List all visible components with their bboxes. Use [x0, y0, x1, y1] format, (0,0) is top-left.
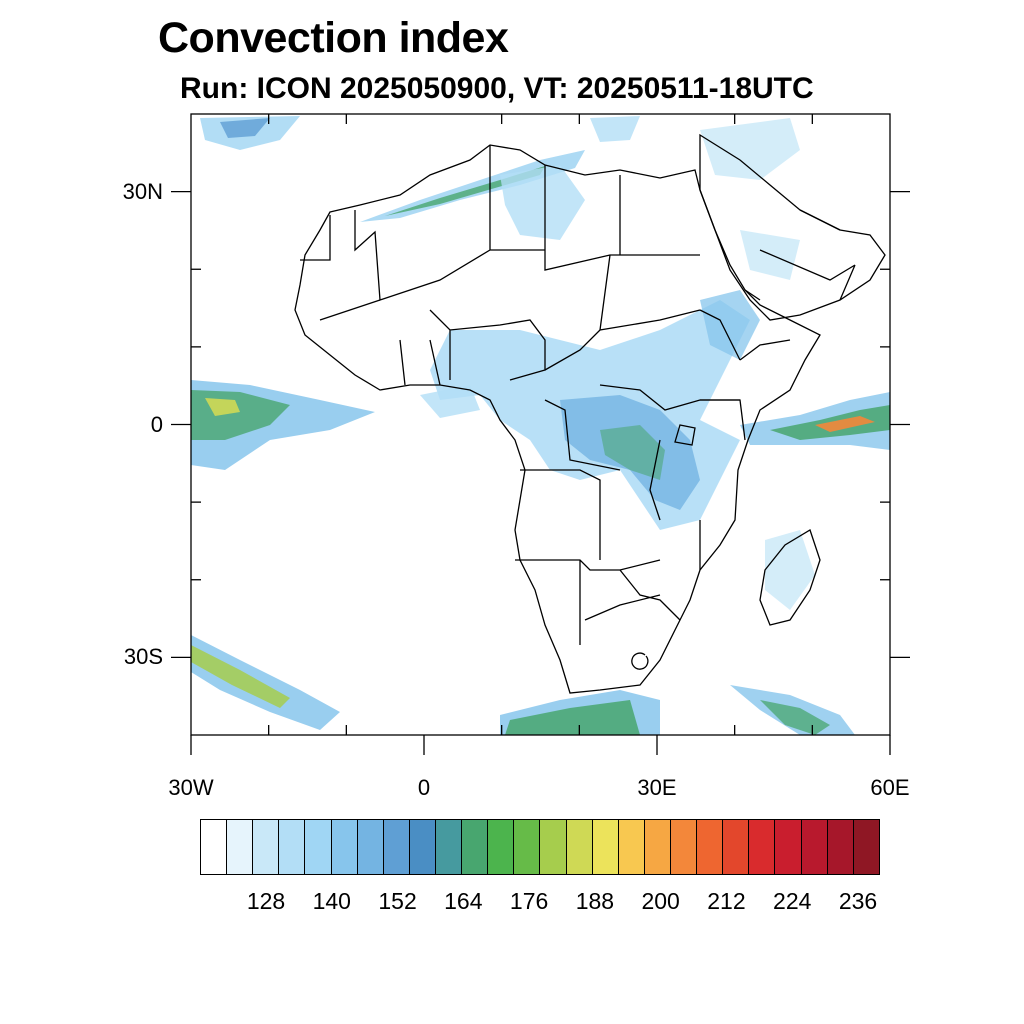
- colorbar-box: [279, 820, 306, 874]
- field-band-sahara: [360, 150, 585, 222]
- colorbar-label: 200: [641, 888, 680, 914]
- colorbar-label: 176: [509, 888, 549, 914]
- colorbar-box: [723, 820, 750, 874]
- lon-label: 30E: [637, 775, 677, 800]
- colorbar-box: [201, 820, 228, 874]
- colorbar-box: [253, 820, 280, 874]
- colorbar-box: [331, 820, 358, 874]
- colorbar-box: [409, 820, 436, 874]
- colorbar-label: 236: [838, 888, 878, 914]
- field-patch-nw-core: [220, 118, 270, 138]
- lake-victoria: [674, 424, 696, 446]
- madagascar-coastline: [759, 529, 821, 626]
- colorbar-box: [357, 820, 384, 874]
- colorbar-box: [749, 820, 776, 874]
- field-patch-arabia: [740, 230, 800, 280]
- colorbar-box: [540, 820, 567, 874]
- field-atlantic-eq-hot: [205, 398, 240, 416]
- colorbar-box: [435, 820, 463, 874]
- colorbar-box: [566, 820, 593, 874]
- colorbar-label: 212: [707, 888, 746, 914]
- colorbar-label: 164: [444, 888, 483, 914]
- field-madagascar: [765, 530, 815, 610]
- colorbar-box: [775, 820, 802, 874]
- arabia-borders: [759, 209, 856, 301]
- field-south-atlantic-core: [191, 645, 290, 708]
- lat-label: 0: [150, 411, 163, 437]
- lat-label: 30S: [123, 644, 163, 670]
- borders-central: [520, 309, 740, 560]
- colorbar-box: [827, 820, 854, 874]
- colorbar-box: [383, 820, 410, 874]
- field-south-atlantic: [191, 635, 340, 730]
- colorbar: [200, 819, 880, 875]
- lon-label: 30W: [168, 775, 214, 800]
- colorbar-box: [462, 820, 489, 874]
- colorbar-box: [305, 820, 332, 874]
- field-patch-med: [590, 116, 640, 142]
- coastlines-borders: [294, 133, 886, 694]
- field-south-africa-core: [505, 700, 640, 735]
- lat-label: 30N: [122, 178, 163, 204]
- map-title: Convection index: [158, 14, 509, 62]
- field-patch-red-sea: [700, 118, 800, 180]
- colorbar-label: 128: [246, 888, 286, 914]
- colorbar-label: 152: [378, 888, 417, 914]
- convection-field: [191, 116, 890, 735]
- map-subtitle: Run: ICON 2025050900, VT: 20250511-18UTC: [180, 72, 814, 105]
- field-gulf-guinea: [420, 385, 480, 418]
- axis-ticks: [171, 114, 910, 755]
- colorbar-label: 188: [575, 888, 615, 914]
- africa-coastline: [294, 144, 821, 694]
- colorbar-box: [592, 820, 619, 874]
- lon-label: 0: [417, 775, 431, 800]
- colorbar-label: 224: [773, 888, 812, 914]
- colorbar-box: [488, 820, 515, 874]
- arabia-coastline: [699, 133, 886, 321]
- field-indian-eq-hot: [815, 416, 875, 432]
- colorbar-box: [227, 820, 254, 874]
- borders-west: [300, 215, 546, 386]
- borders-east: [699, 289, 791, 441]
- field-ethiopia: [700, 290, 760, 360]
- colorbar-box: [514, 820, 541, 874]
- colorbar-label: 140: [312, 888, 351, 914]
- colorbar-box: [801, 820, 828, 874]
- colorbar-box: [670, 820, 698, 874]
- field-central-africa-green: [600, 425, 665, 480]
- lon-label: 60E: [870, 775, 910, 800]
- colorbar-box: [697, 820, 724, 874]
- colorbar-box: [853, 820, 879, 874]
- field-patch-libya: [500, 165, 585, 240]
- colorbar-box: [644, 820, 671, 874]
- borders-north: [354, 145, 700, 331]
- borders-south: [515, 520, 701, 670]
- colorbar-box: [618, 820, 645, 874]
